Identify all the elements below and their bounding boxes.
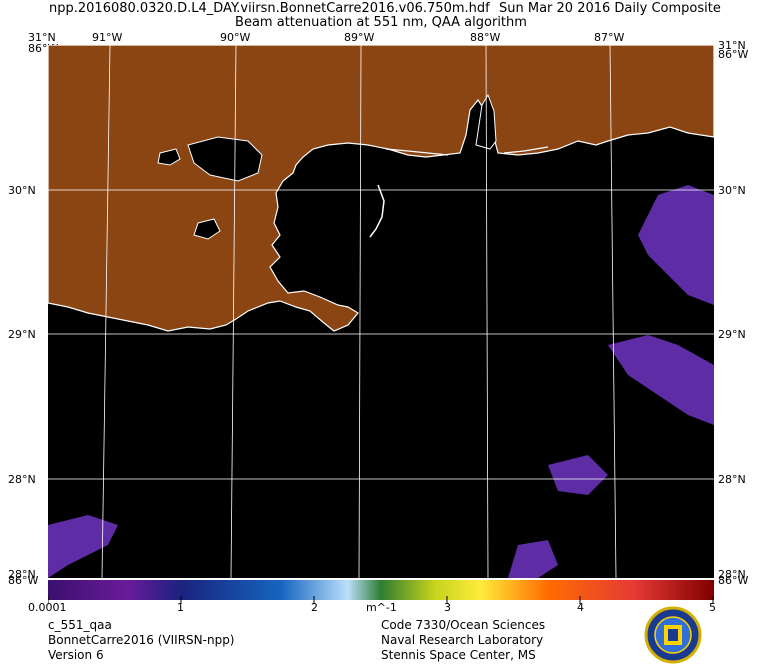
lon-label-90: 90°W [220, 31, 251, 44]
map-svg [47, 44, 715, 579]
cbar-tick-1: 1 [177, 601, 184, 614]
lat-label-29-left: 29°N [8, 328, 36, 341]
lake-maurepas [157, 148, 181, 166]
lat-label-28-left: 28°N [8, 473, 36, 486]
product-name: c_551_qaa [48, 618, 112, 632]
lat-label-29-right: 29°N [718, 328, 746, 341]
corner-lon-bottom-right: 86°W [718, 574, 749, 587]
cbar-tick-5: 5 [709, 601, 716, 614]
cbar-unit: m^-1 [366, 601, 397, 614]
corner-lon-bottom-left: 86°W [8, 574, 39, 587]
org-line-1: Code 7330/Ocean Sciences [381, 618, 546, 632]
land-mass [47, 44, 715, 332]
cbar-tick-0: 0.0001 [28, 601, 67, 614]
lon-label-88: 88°W [470, 31, 501, 44]
corner-lat-top-right: 31°N [718, 39, 746, 52]
colorbar-ticks [48, 596, 714, 604]
barrier-islands [385, 146, 549, 156]
lat-label-30-left: 30°N [8, 184, 36, 197]
region-name: BonnetCarre2016 (VIIRSN-npp) [48, 633, 235, 647]
lat-label-30-right: 30°N [718, 184, 746, 197]
file-title: npp.2016080.0320.D.L4_DAY.viirsn.BonnetC… [49, 1, 749, 16]
map-panel [47, 44, 715, 579]
cbar-tick-3: 3 [444, 601, 451, 614]
lon-label-87: 87°W [594, 31, 625, 44]
attenuation-signal [48, 185, 714, 578]
org-line-3: Stennis Space Center, MS [381, 648, 536, 662]
lon-label-89: 89°W [344, 31, 375, 44]
lake-pontchartrain [187, 136, 263, 182]
corner-lat-top-left: 31°N [28, 31, 56, 44]
corner-lat-bottom-left: 28°N [8, 568, 36, 581]
lon-label-91: 91°W [92, 31, 123, 44]
file-name: npp.2016080.0320.D.L4_DAY.viirsn.BonnetC… [49, 1, 490, 16]
date-label: Sun Mar 20 2016 Daily Composite [499, 1, 721, 16]
corner-lat-bottom-right: 28°N [718, 568, 746, 581]
chandeleur-islands [369, 184, 385, 238]
version-label: Version 6 [48, 648, 104, 662]
corner-lon-top-right: 86°W [718, 48, 749, 61]
nrl-seal-icon [644, 606, 702, 664]
colorbar [48, 580, 714, 604]
map-subtitle: Beam attenuation at 551 nm, QAA algorith… [235, 15, 527, 30]
lake-salvador [193, 218, 221, 240]
org-line-2: Naval Research Laboratory [381, 633, 544, 647]
graticule [48, 44, 714, 579]
cbar-tick-4: 4 [577, 601, 584, 614]
lat-label-28-right: 28°N [718, 473, 746, 486]
cbar-tick-2: 2 [311, 601, 318, 614]
colorbar-gradient [48, 580, 714, 600]
